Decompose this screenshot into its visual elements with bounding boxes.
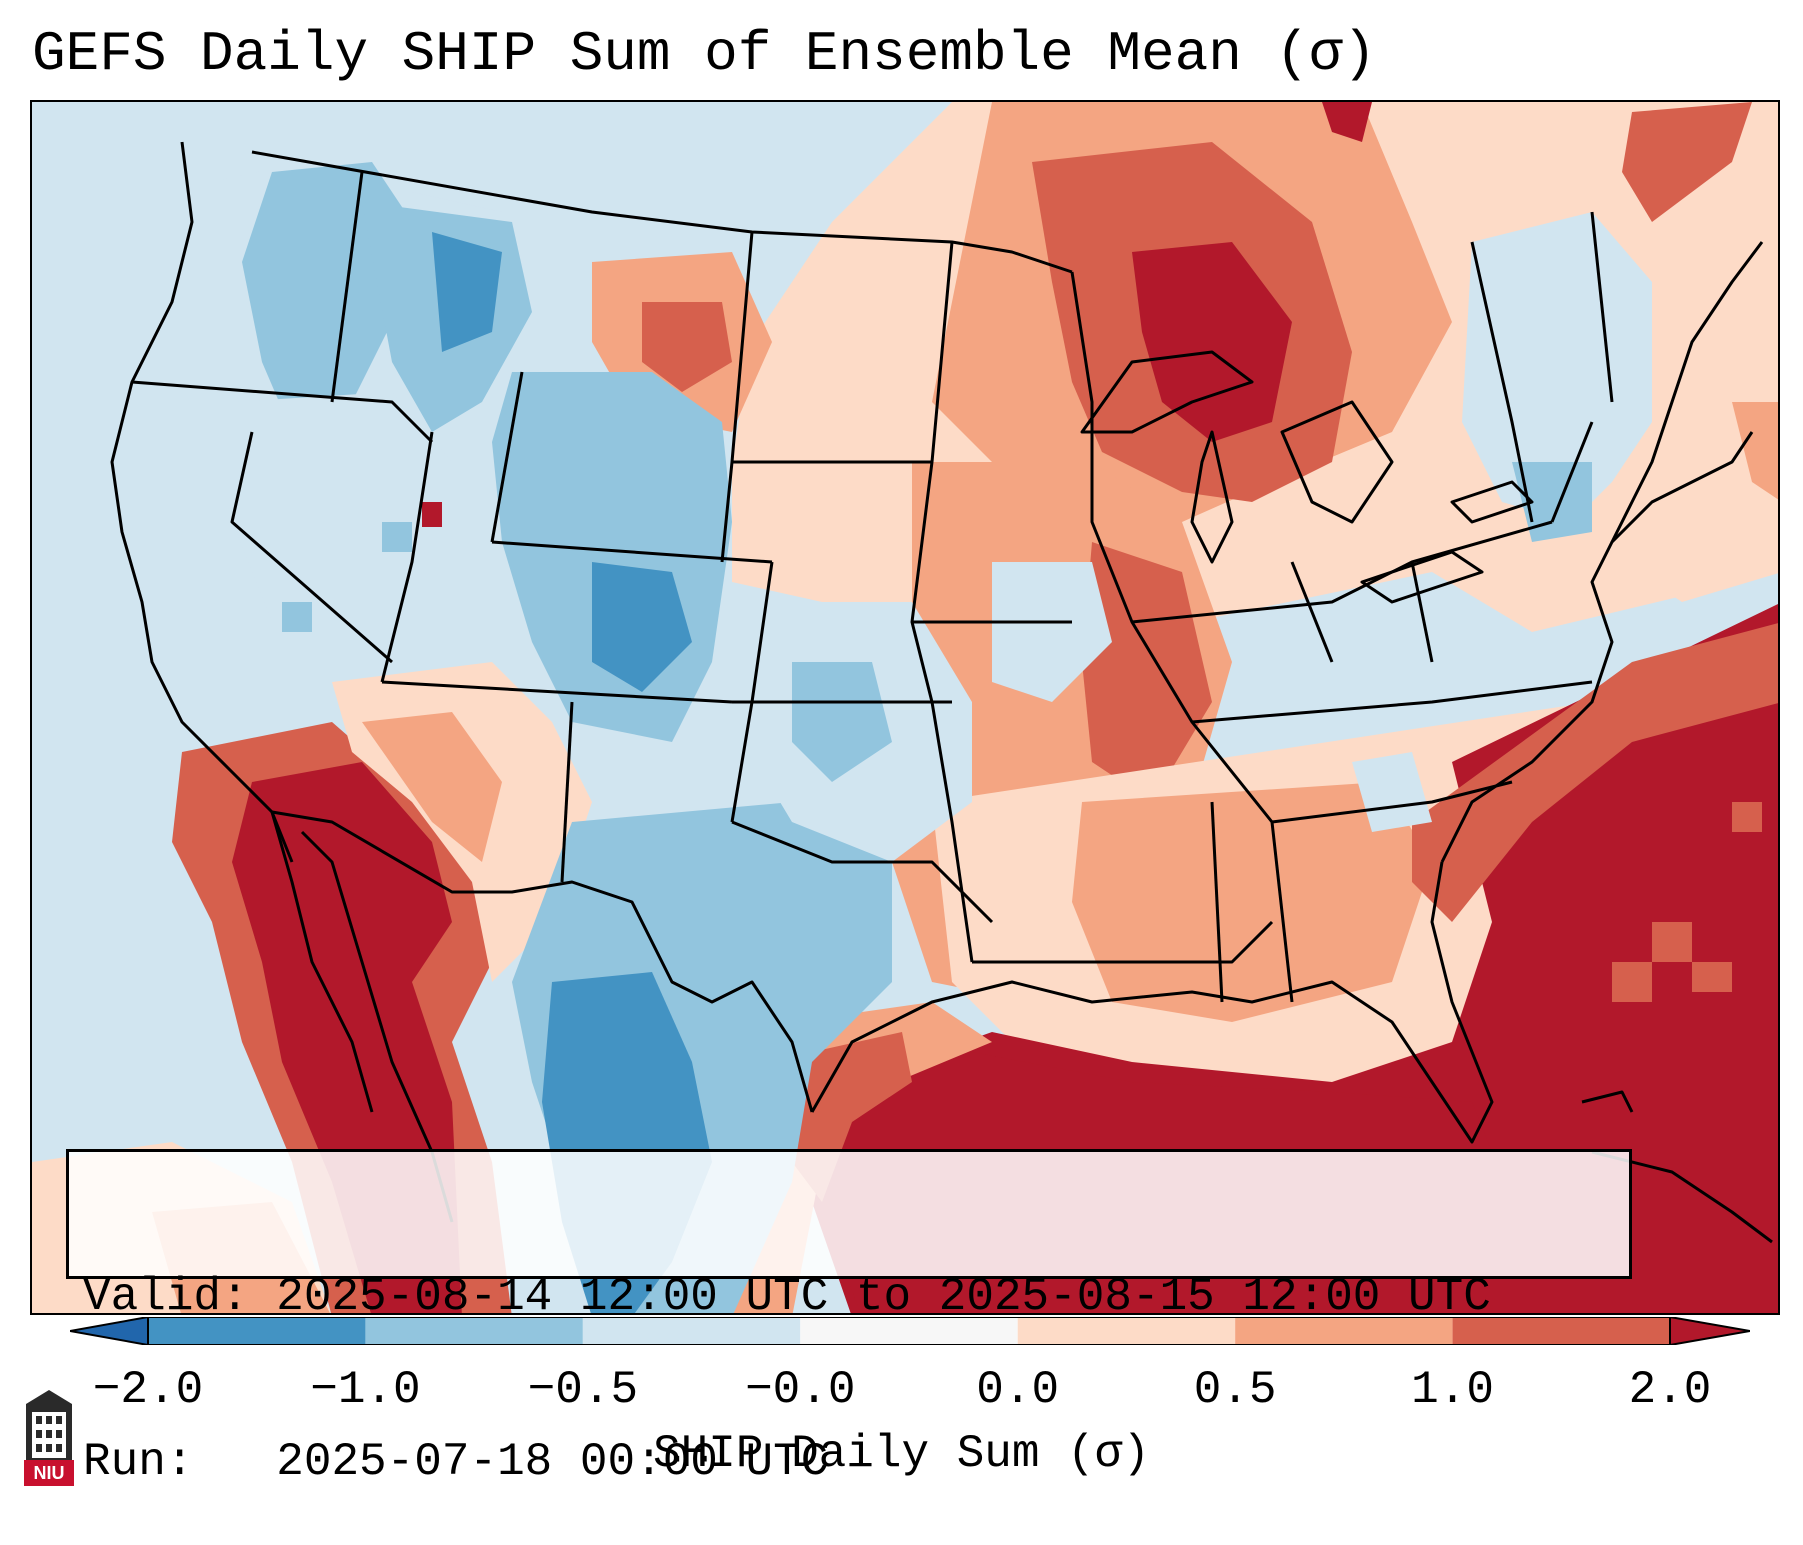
run-time-text: Run: 2025-07-18 00:00 UTC <box>83 1436 829 1488</box>
colorbar-extend-high <box>1669 1317 1750 1345</box>
map-canvas <box>32 102 1778 1313</box>
colorbar-segment <box>148 1317 366 1345</box>
colorbar-tick-label: −0.5 <box>527 1364 639 1416</box>
colorbar-segment <box>1017 1317 1236 1345</box>
colorbar-tick-label: 1.0 <box>1411 1364 1494 1416</box>
colorbar-extend-low <box>70 1317 149 1345</box>
colorbar-segment <box>1452 1317 1670 1345</box>
boundary-lines <box>110 141 1773 1244</box>
cool-anomaly-layer <box>162 102 1652 1313</box>
map-title: GEFS Daily SHIP Sum of Ensemble Mean (σ) <box>32 22 1377 86</box>
colorbar-tick-label: 2.0 <box>1628 1364 1712 1416</box>
colorbar-segment <box>582 1317 801 1345</box>
colorbar-label: SHIP Daily Sum (σ) <box>653 1428 1150 1480</box>
colorbar-tick-label: 0.0 <box>976 1364 1060 1416</box>
colorbar-tick-label: 0.5 <box>1193 1364 1277 1416</box>
colorbar-tick-label: −0.0 <box>745 1364 856 1416</box>
colorbar-segments <box>147 1317 1671 1345</box>
colorbar <box>70 1317 1750 1345</box>
colorbar-tick-label: −1.0 <box>310 1364 421 1416</box>
colorbar-segment <box>1235 1317 1453 1345</box>
colorbar-tick-label: −2.0 <box>92 1364 204 1416</box>
niu-logo-text: NIU <box>33 1463 65 1483</box>
niu-logo <box>24 1390 74 1486</box>
colorbar-segment <box>365 1317 583 1345</box>
validity-info-box: Valid: 2025-08-14 12:00 UTC to 2025-08-1… <box>66 1149 1632 1488</box>
map-panel <box>30 100 1780 1315</box>
valid-time-text: Valid: 2025-08-14 12:00 UTC to 2025-08-1… <box>83 1271 1491 1323</box>
colorbar-segment <box>800 1317 1018 1345</box>
